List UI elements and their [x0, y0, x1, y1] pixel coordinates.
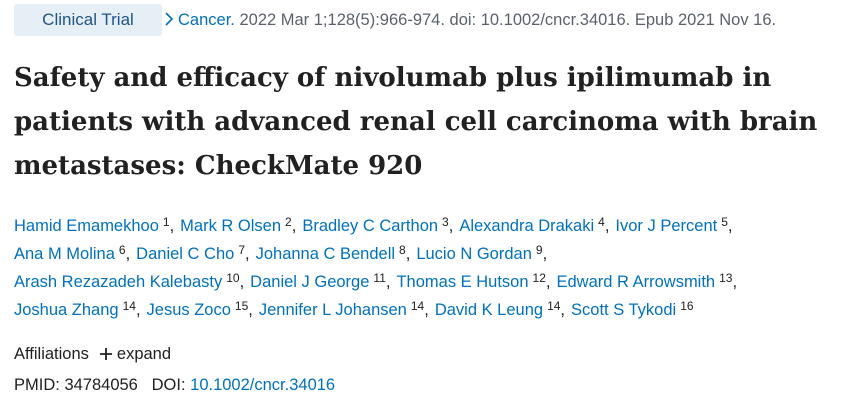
separator: , — [405, 245, 411, 263]
affiliation-number[interactable]: 1 — [162, 215, 170, 229]
affiliation-number[interactable]: 13 — [719, 271, 733, 285]
author-name[interactable]: Hamid Emamekhoo — [14, 217, 159, 235]
doi-link[interactable]: 10.1002/cncr.34016 — [190, 376, 336, 394]
affiliation-number[interactable]: 3 — [442, 215, 449, 229]
separator: , — [542, 245, 548, 263]
separator: , — [169, 217, 175, 235]
identifiers: PMID: 34784056 DOI: 10.1002/cncr.34016 — [14, 373, 335, 397]
separator: , — [727, 217, 733, 235]
author-name[interactable]: Ana M Molina — [14, 245, 115, 263]
affiliation-number[interactable]: 14 — [547, 299, 561, 313]
affiliation-number[interactable]: 2 — [285, 215, 292, 229]
affiliation-number[interactable]: 5 — [721, 215, 728, 229]
author-name[interactable]: Scott S Tykodi — [571, 301, 677, 319]
affiliation-number[interactable]: 16 — [680, 299, 694, 313]
affiliation-number[interactable]: 14 — [122, 299, 136, 313]
author-row: Joshua Zhang 14, Jesus Zoco 15, Jennifer L J… — [14, 296, 743, 324]
pmid: 34784056 — [64, 376, 138, 394]
affiliation-number[interactable]: 7 — [238, 243, 245, 257]
journal-link[interactable]: Cancer. — [178, 11, 235, 29]
author-name[interactable]: Johanna C Bendell — [255, 245, 396, 263]
separator: , — [560, 301, 566, 319]
author-name[interactable]: Arash Rezazadeh Kalebasty — [14, 273, 223, 291]
affiliation-number[interactable]: 9 — [535, 243, 543, 257]
affiliations: Affiliations expand — [14, 342, 171, 366]
separator: , — [545, 273, 551, 291]
doi-label: DOI: — [151, 376, 186, 394]
affiliations-label: Affiliations — [14, 345, 89, 363]
separator: , — [448, 217, 454, 235]
affiliation-number[interactable]: 8 — [399, 243, 406, 257]
separator: , — [291, 217, 297, 235]
separator: , — [248, 301, 253, 319]
separator: , — [732, 273, 738, 291]
separator: , — [239, 273, 245, 291]
separator: , — [385, 273, 391, 291]
separator: , — [125, 245, 131, 263]
citation-details: 2022 Mar 1;128(5):966-974. doi: 10.1002/… — [239, 11, 777, 29]
author-name[interactable]: Lucio N Gordan — [416, 245, 532, 263]
affiliation-number[interactable]: 10 — [226, 271, 240, 285]
separator: , — [135, 301, 141, 319]
author-row: Ana M Molina 6, Daniel C Cho 7, Johanna C Be… — [14, 240, 743, 268]
publication-type-badge[interactable]: Clinical Trial — [14, 4, 162, 36]
author-name[interactable]: Daniel C Cho — [136, 245, 235, 263]
affiliation-number[interactable]: 6 — [118, 243, 126, 257]
author-name[interactable]: Jennifer L Johansen — [258, 301, 407, 319]
author-name[interactable]: Bradley C Carthon — [302, 217, 439, 235]
author-name[interactable]: Joshua Zhang — [14, 301, 119, 319]
article-title: Safety and efficacy of nivolumab plus ip… — [14, 63, 818, 181]
affiliation-number[interactable]: 14 — [410, 299, 425, 313]
affiliation-number[interactable]: 4 — [598, 215, 605, 229]
author-name[interactable]: Jesus Zoco — [146, 301, 231, 319]
author-name[interactable]: Alexandra Drakaki — [459, 217, 595, 235]
author-row: Arash Rezazadeh Kalebasty 10, Daniel J Geo… — [14, 268, 743, 296]
author-name[interactable]: Edward R Arrowsmith — [556, 273, 716, 291]
author-name[interactable]: Thomas E Hutson — [396, 273, 529, 291]
author-name[interactable]: Ivor J Percent — [615, 217, 718, 235]
expand-button[interactable]: expand — [116, 345, 172, 363]
citation: Cancer. 2022 Mar 1;128(5):966-974. doi: … — [164, 8, 776, 32]
affiliation-number[interactable]: 11 — [373, 271, 386, 285]
author-list: Hamid Emamekhoo 1, Mark R Olsen 2, Bradley C… — [14, 212, 743, 324]
plus-icon[interactable] — [99, 347, 113, 361]
separator: , — [604, 217, 610, 235]
author-name[interactable]: Daniel J George — [250, 273, 370, 291]
author-name[interactable]: Mark R Olsen — [180, 217, 282, 235]
author-row: Hamid Emamekhoo 1, Mark R Olsen 2, Bradley C… — [14, 212, 743, 240]
separator: , — [424, 301, 429, 319]
author-name[interactable]: David K Leung — [434, 301, 544, 319]
separator: , — [245, 245, 250, 263]
pmid-label: PMID: — [14, 376, 60, 394]
chevron-icon — [165, 12, 174, 26]
affiliation-number[interactable]: 12 — [532, 271, 546, 285]
affiliation-number[interactable]: 15 — [234, 299, 249, 313]
